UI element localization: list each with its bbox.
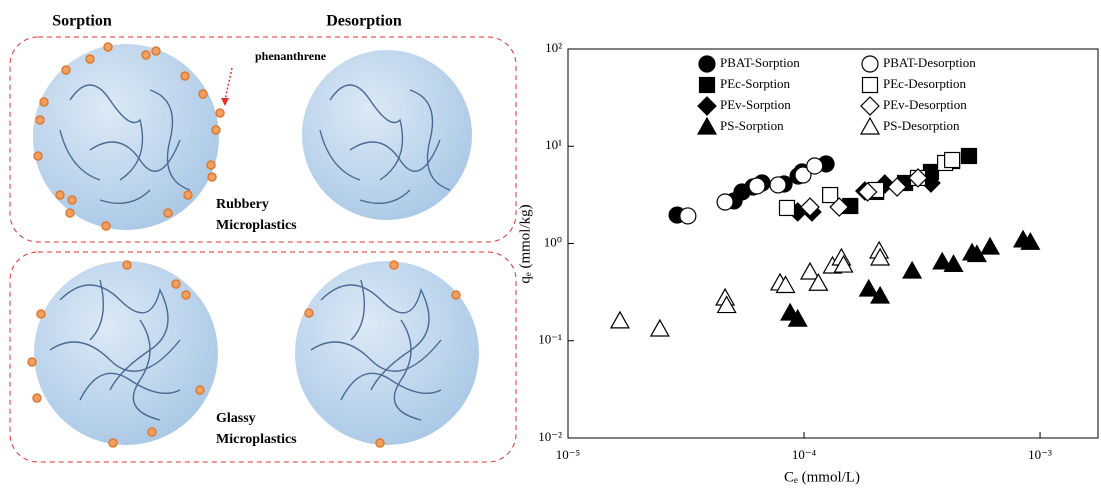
- point: [787, 308, 808, 327]
- panel: [9, 251, 517, 463]
- chart: Cₑ (mmol/L) qₑ (mmol/kg) 10⁻⁵ 10⁻⁴ 10⁻³ 10⁻…: [517, 40, 1099, 485]
- point: [902, 260, 923, 279]
- point: [944, 151, 961, 169]
- arrow-head: [221, 98, 229, 106]
- point: [808, 273, 829, 291]
- point: [887, 177, 907, 197]
- x-axis-label: Cₑ (mmol/L): [784, 469, 860, 485]
- point: [778, 199, 796, 217]
- point: [609, 310, 630, 329]
- legend-label: PBAT-Sorption: [720, 55, 800, 70]
- legend-marker: [860, 96, 880, 116]
- legend-label: PEc-Desorption: [883, 76, 967, 91]
- point: [822, 186, 839, 204]
- chains: [49, 84, 451, 421]
- x-tick-label: 10⁻³: [1028, 447, 1052, 462]
- label: Sorption: [52, 13, 112, 30]
- point: [833, 254, 854, 273]
- point: [799, 261, 821, 280]
- y-tick-label: 10¹: [545, 137, 562, 152]
- legend-marker: [698, 76, 716, 94]
- particle: [34, 261, 218, 445]
- point: [716, 295, 737, 314]
- diagram: Sorption Desorption phenanthre: [9, 13, 517, 463]
- legend-label: PEv-Desorption: [883, 97, 967, 112]
- legend-label: PEc-Sorption: [720, 76, 791, 91]
- point: [716, 193, 734, 211]
- particle: [302, 50, 472, 220]
- legend-label: PBAT-Desorption: [883, 55, 976, 70]
- arrow: [224, 67, 233, 101]
- y-tick-label: 10⁰: [544, 234, 562, 249]
- y-tick-label: 10⁻¹: [538, 332, 562, 347]
- molecules: [27, 42, 461, 448]
- y-axis-label: qₑ (mmol/kg): [517, 204, 533, 283]
- point: [908, 168, 928, 188]
- legend-marker: [859, 116, 881, 135]
- point: [769, 176, 787, 194]
- point: [794, 166, 812, 184]
- particle: [33, 44, 219, 230]
- point: [748, 177, 766, 195]
- point: [874, 174, 895, 194]
- particle: [295, 261, 479, 445]
- label: phenanthrene: [255, 49, 327, 63]
- point: [1020, 232, 1041, 250]
- point: [806, 157, 824, 175]
- label: Microplastics: [216, 218, 297, 233]
- point: [829, 197, 850, 217]
- legend-label: PEv-Sorption: [720, 97, 791, 112]
- point: [858, 278, 879, 297]
- point: [943, 254, 964, 272]
- y-tick-label: 10⁻²: [538, 429, 562, 444]
- legend-marker: [696, 116, 718, 135]
- x-tick-label: 10⁻⁴: [792, 447, 817, 462]
- point: [775, 275, 796, 294]
- point: [649, 318, 670, 337]
- point: [980, 236, 1001, 255]
- label: Microplastics: [216, 432, 297, 447]
- label: Rubbery: [216, 197, 269, 212]
- point: [800, 197, 820, 217]
- y-tick-label: 10²: [545, 40, 562, 55]
- point: [932, 251, 953, 270]
- legend-label: PS-Sorption: [720, 118, 784, 133]
- legend-label: PS-Desorption: [883, 118, 960, 133]
- legend-marker: [697, 96, 717, 116]
- legend-marker: [861, 55, 879, 73]
- point: [960, 147, 978, 165]
- label: Glassy: [216, 411, 256, 426]
- point: [870, 247, 891, 266]
- point: [870, 285, 891, 304]
- point: [679, 207, 697, 225]
- panel: [9, 36, 517, 243]
- label: Desorption: [326, 13, 402, 30]
- legend-marker: [861, 76, 879, 94]
- x-tick-label: 10⁻⁵: [556, 447, 580, 462]
- legend-marker: [698, 55, 716, 73]
- point: [857, 182, 878, 202]
